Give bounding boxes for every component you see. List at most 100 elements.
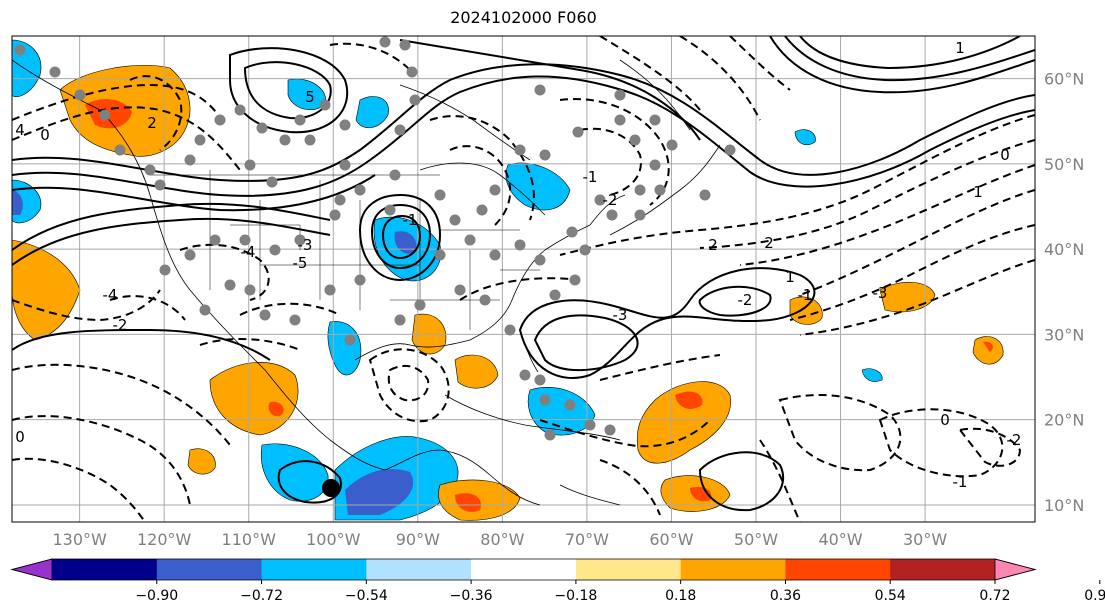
station-dot (454, 284, 466, 296)
station-dot (394, 124, 406, 136)
colorbar-extend-low (10, 558, 53, 581)
lon-tick-label: 50°W (734, 530, 778, 549)
lat-tick-label: 30°N (1044, 325, 1084, 344)
station-dot (634, 184, 646, 196)
station-dot (239, 234, 251, 246)
station-dot (14, 44, 26, 56)
colorbar-tick-label: 0.90 (1084, 588, 1105, 604)
shade-positive-west (12, 239, 81, 341)
station-dot (334, 194, 346, 206)
station-dot (329, 209, 341, 221)
station-dot (549, 289, 561, 301)
station-dot (534, 374, 546, 386)
station-dot (569, 274, 581, 286)
station-dot (354, 274, 366, 286)
lat-tick-label: 20°N (1044, 411, 1084, 430)
colorbar-bin (52, 559, 158, 580)
colorbar-tick-labels: −0.90 −0.72 −0.54 −0.36 −0.18 0.18 0.36 0.54 0.7… (135, 580, 1105, 604)
station-dot (214, 114, 226, 126)
station-dot (244, 159, 256, 171)
station-dot (629, 134, 641, 146)
station-dot (606, 209, 618, 221)
contour-label: -1 (798, 286, 813, 304)
lon-tick-label: 80°W (480, 530, 524, 549)
station-dot (209, 234, 221, 246)
station-dot (489, 184, 501, 196)
station-dot (399, 39, 411, 51)
station-dot (539, 149, 551, 161)
lon-tick-label: 110°W (222, 530, 277, 549)
station-dot (464, 234, 476, 246)
station-dot (159, 264, 171, 276)
shade-positive-atlantic-4 (879, 281, 936, 313)
station-dot (379, 36, 391, 48)
colorbar-tick-label: −0.18 (554, 588, 597, 604)
colorbar-tick-label: 0.36 (770, 588, 801, 604)
colorbar-tick-label: −0.54 (345, 588, 388, 604)
colorbar-tick-label: −0.90 (135, 588, 178, 604)
shade-positive-atlantic-5 (972, 336, 1004, 365)
station-dot (384, 204, 396, 216)
shade-positive-atlantic-5-core (983, 341, 993, 352)
shade-positive-caribbean-core (455, 493, 481, 512)
contour-label: 4 (15, 121, 25, 139)
shade-negative-canada-2 (355, 96, 389, 128)
station-dots (14, 36, 736, 441)
shade-positive-atlantic-1-core (675, 391, 703, 409)
contour-label: -2 (738, 291, 753, 309)
station-dot (414, 299, 426, 311)
lat-tick-label: 60°N (1044, 70, 1084, 89)
station-dot (184, 249, 196, 261)
station-dot (244, 284, 256, 296)
station-dot (534, 84, 546, 96)
shade-negative-hudson (505, 162, 571, 211)
map-frame (11, 35, 1036, 523)
station-dot (584, 419, 596, 431)
station-dot (144, 164, 156, 176)
station-dot (224, 279, 236, 291)
shading-layer (12, 39, 1004, 521)
colorbar-bin (890, 559, 996, 580)
contour-label: 1 (785, 268, 795, 286)
station-dot (479, 294, 491, 306)
station-dot (324, 284, 336, 296)
station-dot (406, 66, 418, 78)
colorbar-bin (471, 559, 577, 580)
contour-label: -2 (113, 316, 128, 334)
contour-label: 1 (973, 183, 983, 201)
contour-label: 0 (1000, 146, 1010, 164)
colorbar-bin (575, 559, 682, 580)
contours-positive (12, 36, 1035, 512)
lat-tick-label: 10°N (1044, 496, 1084, 515)
station-dot (564, 399, 576, 411)
station-dot (579, 244, 591, 256)
station-dot (724, 144, 736, 156)
shade-positive-mexico-pacific-core (268, 401, 284, 417)
station-dot (409, 94, 421, 106)
station-dot (114, 144, 126, 156)
station-marker-black-dot (322, 479, 340, 497)
colorbar-tick-label: 0.18 (665, 588, 696, 604)
station-dot (99, 109, 111, 121)
shade-positive-gulf-2 (454, 354, 499, 389)
map-title: 2024102000 F060 (450, 8, 597, 27)
station-dot (339, 159, 351, 171)
station-dot (194, 134, 206, 146)
shade-negative-west-core (12, 190, 23, 215)
station-dot (566, 226, 578, 238)
contour-label: 2 (764, 234, 774, 252)
station-dot (319, 99, 331, 111)
shade-negative-central-america-core (345, 469, 414, 515)
lon-tick-label: 70°W (565, 530, 609, 549)
station-dot (256, 122, 268, 134)
contours-negative (12, 36, 1035, 522)
contour-label: -1 (403, 211, 418, 229)
colorbar-bin (785, 559, 891, 580)
contour-label: -1 (583, 168, 598, 186)
colorbar-bin (156, 559, 263, 580)
station-dot (514, 239, 526, 251)
station-dot (266, 176, 278, 188)
station-dot (289, 314, 301, 326)
colorbar-bin (261, 559, 367, 580)
